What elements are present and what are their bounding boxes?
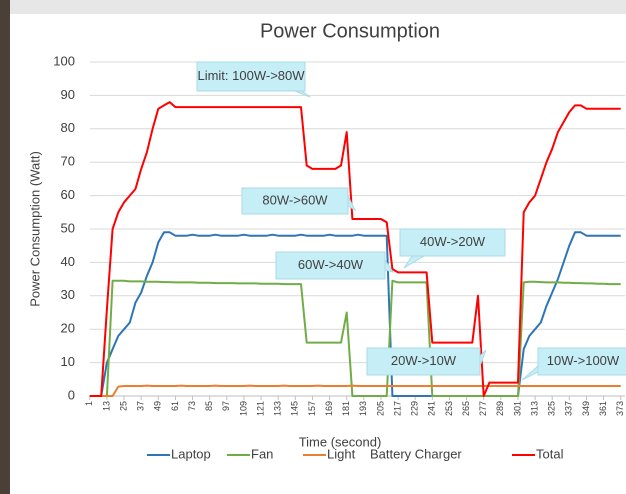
x-tick-label: 253 (444, 401, 454, 416)
y-tick-label: 60 (61, 187, 75, 202)
x-tick-label: 265 (461, 401, 471, 416)
y-tick-label: 10 (61, 354, 75, 369)
y-tick-label: 100 (53, 53, 75, 68)
x-tick-label: 313 (529, 401, 539, 416)
left-strip (0, 0, 10, 494)
x-tick-label: 325 (547, 401, 557, 416)
x-tick-label: 193 (358, 401, 368, 416)
y-tick-label: 40 (61, 254, 75, 269)
x-tick-label: 145 (290, 401, 300, 416)
x-tick-label: 169 (324, 401, 334, 416)
x-tick-label: 157 (307, 401, 317, 416)
chart: Power Consumption Time (second) Power Co… (0, 0, 626, 494)
y-tick-label: 50 (61, 220, 75, 235)
callout-text: 80W->60W (262, 192, 328, 207)
x-tick-label: 229 (410, 401, 420, 416)
series-line (90, 386, 621, 396)
x-tick-label: 337 (564, 401, 574, 416)
callout-pointer (522, 366, 538, 380)
x-tick-label: 37 (136, 401, 146, 411)
x-tick-label: 277 (478, 401, 488, 416)
x-tick-label: 361 (598, 401, 608, 416)
y-tick-label: 70 (61, 154, 75, 169)
x-tick-label: 109 (238, 401, 248, 416)
y-tick-label: 30 (61, 287, 75, 302)
top-band (0, 0, 626, 14)
x-tick-label: 349 (581, 401, 591, 416)
x-tick-label: 73 (187, 401, 197, 411)
callout-pointer (295, 91, 310, 97)
x-tick-label: 133 (273, 401, 283, 416)
x-tick-label: 25 (118, 401, 128, 411)
callout-text: 40W->20W (420, 234, 486, 249)
y-tick-label: 90 (61, 87, 75, 102)
x-tick-label: 13 (101, 401, 111, 411)
series-line (90, 281, 621, 396)
x-tick-label: 373 (615, 401, 625, 416)
x-tick-label: 49 (153, 401, 163, 411)
callout-text: 10W->100W (547, 353, 620, 368)
x-tick-label: 181 (341, 401, 351, 416)
page: {"chart_data": { "type": "line", "title"… (0, 0, 626, 494)
x-tick-label: 61 (170, 401, 180, 411)
x-tick-label: 301 (512, 401, 522, 416)
callout-text: 60W->40W (298, 257, 364, 272)
x-tick-label: 1 (84, 401, 94, 406)
legend-label: Laptop (171, 446, 211, 461)
legend-label: Battery Charger (370, 446, 462, 461)
y-axis-title: Power Consumption (Watt) (27, 151, 42, 307)
chart-title: Power Consumption (260, 20, 440, 42)
callout-text: Limit: 100W->80W (197, 68, 305, 83)
x-tick-label: 289 (495, 401, 505, 416)
x-tick-label: 241 (427, 401, 437, 416)
y-tick-label: 0 (68, 387, 75, 402)
legend-label: Total (536, 446, 564, 461)
x-tick-label: 121 (255, 401, 265, 416)
legend-label: Light (327, 446, 356, 461)
x-tick-label: 97 (221, 401, 231, 411)
y-tick-label: 80 (61, 120, 75, 135)
x-tick-label: 205 (375, 401, 385, 416)
callout-text: 20W->10W (391, 353, 457, 368)
y-tick-label: 20 (61, 321, 75, 336)
legend-label: Fan (251, 446, 273, 461)
x-tick-label: 217 (392, 401, 402, 416)
x-tick-label: 85 (204, 401, 214, 411)
